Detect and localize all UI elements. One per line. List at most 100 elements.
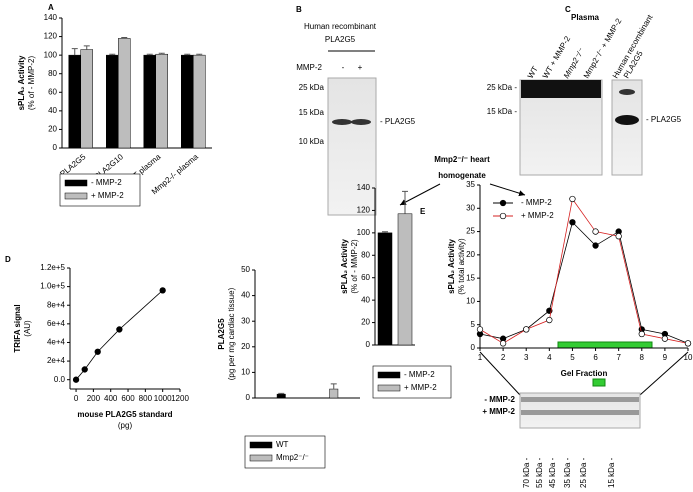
band-label: - PLA2G5: [646, 115, 682, 124]
y-tick-label: 35: [466, 180, 475, 189]
legend-label: Mmp2⁻/⁻: [276, 453, 309, 462]
y-tick-label: 25: [466, 227, 475, 236]
y-tick-label: 1.2e+5: [40, 263, 65, 272]
y-tick-label: 100: [357, 228, 371, 237]
selected-fractions: [557, 341, 653, 349]
error-bar: [330, 383, 337, 390]
legend-box: [372, 365, 452, 399]
y-tick-label: 2e+4: [47, 356, 66, 365]
zoom-line: [639, 351, 689, 396]
y-tick-label: 30: [241, 316, 250, 325]
lane-label: -: [342, 63, 345, 72]
marker-label: 55 kDa -: [535, 457, 544, 488]
blot-band: [615, 115, 639, 125]
error-bar: [158, 52, 165, 55]
legend-label: + MMP-2: [91, 191, 124, 200]
y-tick-label: 120: [44, 32, 58, 41]
legend-swatch: [499, 199, 507, 207]
point: [546, 316, 553, 324]
bar: [181, 54, 194, 149]
y-axis-label: sPLA₂ Activity: [17, 55, 26, 110]
line: [75, 290, 163, 380]
y-axis-label: sPLA₂ Activity: [340, 239, 349, 294]
blot-band: [351, 119, 371, 125]
legend-swatch: [499, 212, 507, 220]
bar: [276, 393, 286, 399]
treatment-label: MMP-2: [296, 63, 322, 72]
bar: [377, 232, 393, 346]
legend-label: WT: [276, 440, 289, 449]
y-tick-label: 40: [241, 291, 250, 300]
y-tick-label: 120: [357, 206, 371, 215]
point: [81, 366, 88, 373]
row-label: + MMP-2: [482, 407, 515, 416]
x-tick-label: 7: [616, 353, 621, 362]
y-tick-label: 50: [241, 265, 250, 274]
marker-label: 15 kDa -: [607, 457, 616, 488]
y-tick-label: 0: [53, 143, 58, 152]
bar: [80, 49, 93, 149]
x-tick-label: 1000: [154, 394, 172, 403]
blot-band: [521, 80, 601, 98]
error-bar: [382, 231, 388, 233]
y-axis-label: (pg per mg cardiac tissue): [227, 287, 236, 380]
y-tick-label: 60: [361, 273, 370, 282]
x-tick-label: 2: [501, 353, 506, 362]
point: [116, 326, 123, 333]
lane-label: +: [358, 63, 363, 72]
y-axis-label: (% total activity): [457, 238, 466, 295]
y-tick-label: 6e+4: [47, 319, 66, 328]
panel-header: Mmp2⁻/⁻ heart: [434, 155, 490, 164]
marker-label: 35 kDa -: [563, 457, 572, 488]
x-axis-label: mouse PLA2G5 standard: [77, 410, 172, 419]
y-axis-label: (% of - MMP-2): [350, 239, 359, 294]
lane-label: WT: [526, 65, 540, 80]
y-tick-label: 0: [366, 340, 371, 349]
point: [592, 228, 599, 235]
error-bar: [196, 53, 203, 56]
x-tick-label: 1: [478, 353, 483, 362]
y-tick-label: 0: [246, 393, 251, 402]
bar: [118, 38, 131, 149]
y-tick-label: 20: [466, 250, 475, 259]
x-tick-label: 9: [663, 353, 668, 362]
blot-band: [619, 89, 635, 95]
row-label: - MMP-2: [484, 395, 515, 404]
y-tick-label: 5: [471, 320, 476, 329]
panel-letter: D: [5, 255, 11, 264]
point: [159, 287, 166, 294]
y-tick-label: 140: [44, 13, 58, 22]
line: [479, 221, 689, 344]
x-tick-label: 6: [593, 353, 598, 362]
legend-swatch: [249, 441, 273, 449]
point: [592, 242, 599, 249]
bar: [106, 54, 119, 149]
point: [661, 335, 669, 342]
marker-label: 25 kDa: [299, 83, 325, 92]
bar: [143, 54, 156, 149]
legend-label: - MMP-2: [91, 178, 122, 187]
panel-letter: C: [565, 5, 571, 14]
marker-label: 25 kDa -: [487, 83, 518, 92]
blot-header: Human recombinant: [304, 22, 377, 31]
y-axis-label: TRIFA signal: [13, 304, 22, 352]
blot-band: [332, 119, 352, 125]
x-tick-label: 800: [139, 394, 153, 403]
point: [94, 348, 101, 355]
y-tick-label: 30: [466, 203, 475, 212]
blot-band: [521, 397, 639, 402]
x-tick-label: 400: [104, 394, 118, 403]
legend-swatch: [249, 454, 273, 462]
error-bar: [109, 53, 116, 56]
marker-label: 45 kDa -: [548, 457, 557, 488]
y-tick-label: 60: [48, 87, 57, 96]
marker-label: 25 kDa -: [579, 457, 588, 488]
y-axis-label: (AU): [23, 320, 32, 337]
point: [615, 233, 622, 240]
legend-box: [244, 435, 326, 469]
bar: [155, 53, 168, 149]
zoom-line: [479, 351, 521, 396]
panel-letter: E: [420, 207, 426, 216]
y-tick-label: 80: [361, 250, 370, 259]
